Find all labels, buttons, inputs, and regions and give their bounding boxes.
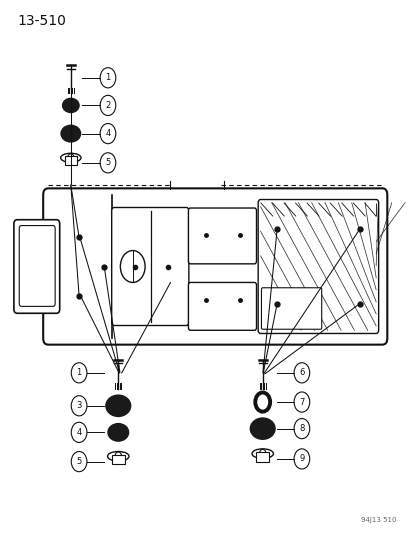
Text: 94J13 510: 94J13 510 <box>361 516 396 523</box>
Ellipse shape <box>108 424 128 441</box>
Text: 9: 9 <box>299 455 304 463</box>
Ellipse shape <box>107 451 129 461</box>
FancyBboxPatch shape <box>64 156 77 165</box>
Text: 13-510: 13-510 <box>17 14 66 28</box>
Text: 5: 5 <box>105 158 110 167</box>
Circle shape <box>259 449 266 458</box>
FancyBboxPatch shape <box>188 282 256 330</box>
FancyBboxPatch shape <box>43 188 387 345</box>
Ellipse shape <box>60 154 81 163</box>
Text: 5: 5 <box>76 457 81 466</box>
Ellipse shape <box>252 449 273 458</box>
FancyBboxPatch shape <box>261 288 321 329</box>
Ellipse shape <box>61 125 81 142</box>
Circle shape <box>115 452 121 461</box>
FancyBboxPatch shape <box>258 199 378 334</box>
Ellipse shape <box>62 99 79 112</box>
Text: 8: 8 <box>299 424 304 433</box>
FancyBboxPatch shape <box>256 452 268 462</box>
Text: 3: 3 <box>76 401 82 410</box>
Text: 1: 1 <box>105 73 110 82</box>
FancyBboxPatch shape <box>14 220 59 313</box>
Text: 1: 1 <box>76 368 81 377</box>
Text: 7: 7 <box>299 398 304 407</box>
Text: 4: 4 <box>76 428 81 437</box>
FancyBboxPatch shape <box>188 208 256 264</box>
FancyBboxPatch shape <box>112 207 188 326</box>
Circle shape <box>68 154 74 162</box>
Ellipse shape <box>250 418 274 439</box>
FancyBboxPatch shape <box>19 225 55 306</box>
Ellipse shape <box>106 395 131 416</box>
Text: 4: 4 <box>105 129 110 138</box>
Text: 6: 6 <box>299 368 304 377</box>
Text: 2: 2 <box>105 101 110 110</box>
FancyBboxPatch shape <box>112 455 125 464</box>
